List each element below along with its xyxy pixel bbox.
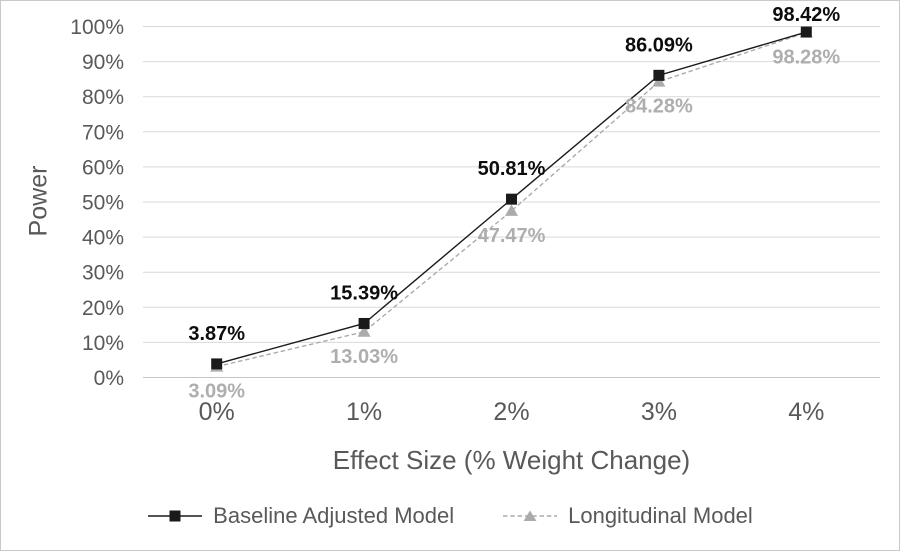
y-tick-label: 40% bbox=[82, 227, 124, 250]
data-point-marker-triangle bbox=[505, 204, 518, 216]
data-label: 86.09% bbox=[625, 34, 693, 56]
data-label: 13.03% bbox=[330, 346, 398, 368]
x-tick-label: 4% bbox=[788, 398, 824, 426]
y-tick-label: 10% bbox=[82, 332, 124, 355]
legend-item-longitudinal-model: Longitudinal Model bbox=[502, 503, 753, 529]
data-point-marker-square bbox=[211, 358, 223, 370]
data-label: 15.39% bbox=[330, 282, 398, 304]
x-tick-label: 1% bbox=[346, 398, 382, 426]
y-tick-label: 90% bbox=[82, 51, 124, 74]
data-label: 98.28% bbox=[772, 47, 840, 69]
y-axis-title: Power bbox=[24, 165, 53, 237]
x-tick-label: 3% bbox=[641, 398, 677, 426]
data-label: 3.87% bbox=[188, 323, 245, 345]
data-point-marker-square bbox=[800, 26, 812, 38]
data-label: 84.28% bbox=[625, 96, 693, 118]
y-tick-label: 80% bbox=[82, 86, 124, 109]
data-point-marker-square bbox=[653, 69, 665, 81]
y-tick-label: 70% bbox=[82, 121, 124, 144]
data-label: 47.47% bbox=[478, 225, 546, 247]
y-tick-label: 20% bbox=[82, 297, 124, 320]
legend-label: Baseline Adjusted Model bbox=[213, 503, 455, 528]
data-label: 98.42% bbox=[772, 4, 840, 26]
legend-label: Longitudinal Model bbox=[568, 503, 753, 528]
legend-item-baseline-adjusted-model: Baseline Adjusted Model bbox=[147, 503, 454, 529]
y-tick-label: 0% bbox=[94, 367, 124, 390]
data-label: 3.09% bbox=[188, 381, 245, 403]
y-tick-label: 50% bbox=[82, 192, 124, 215]
x-tick-label: 2% bbox=[493, 398, 529, 426]
legend: Baseline Adjusted Model Longitudinal Mod… bbox=[1, 503, 899, 529]
data-label: 50.81% bbox=[478, 158, 546, 180]
y-tick-label: 100% bbox=[70, 16, 124, 39]
y-tick-label: 60% bbox=[82, 156, 124, 179]
data-point-marker-square bbox=[506, 193, 517, 205]
legend-marker-square-icon bbox=[148, 510, 203, 522]
data-point-marker-triangle bbox=[652, 75, 666, 87]
data-point-marker-triangle bbox=[357, 325, 371, 337]
x-axis-title: Effect Size (% Weight Change) bbox=[332, 445, 691, 475]
data-point-marker-square bbox=[358, 317, 370, 329]
legend-marker-triangle-icon bbox=[503, 510, 558, 521]
x-tick-label: 0% bbox=[199, 398, 235, 426]
y-tick-label: 30% bbox=[82, 262, 124, 285]
